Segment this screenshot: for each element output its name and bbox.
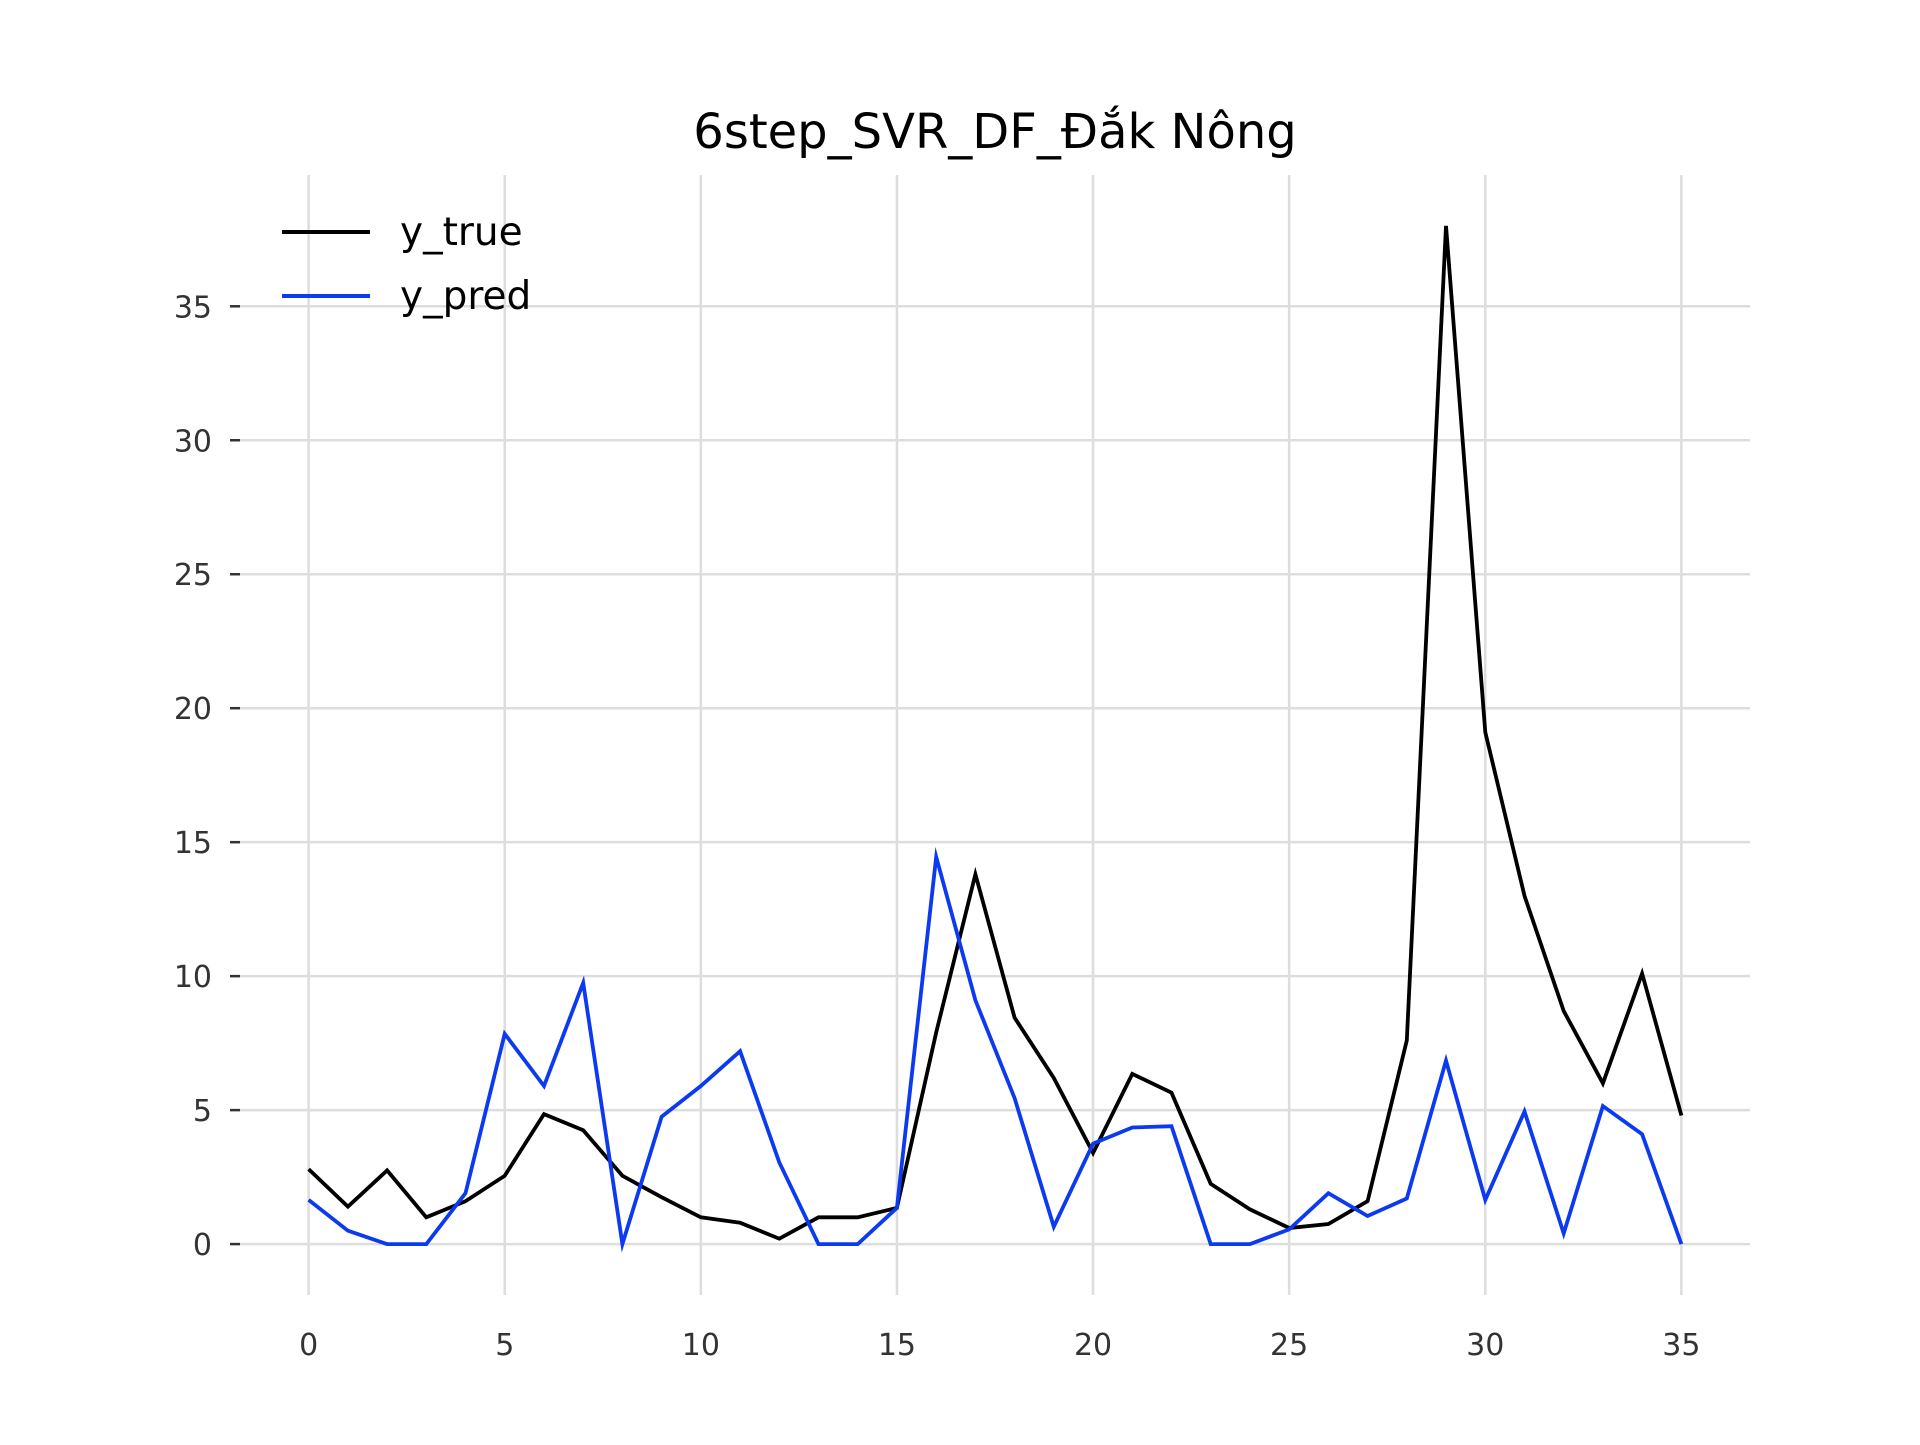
legend-label-y_true: y_true — [400, 210, 523, 255]
grid — [240, 175, 1750, 1295]
x-tick-label-10: 10 — [682, 1328, 720, 1363]
x-tick-label-0: 0 — [299, 1328, 318, 1363]
series-line-y_pred — [307, 846, 1684, 1253]
y-tick-label-25: 25 — [174, 558, 212, 593]
x-tick-label-5: 5 — [495, 1328, 514, 1363]
y-tick-label-5: 5 — [193, 1094, 212, 1129]
y-tick-label-10: 10 — [174, 960, 212, 995]
x-tick-label-35: 35 — [1662, 1328, 1700, 1363]
y-tick-label-0: 0 — [193, 1228, 212, 1263]
y-tick-label-15: 15 — [174, 826, 212, 861]
axes: 0 5 10 15 20 25 30 35 0 5 10 15 20 25 30 35 — [174, 290, 1701, 1363]
y-tick-label-20: 20 — [174, 692, 212, 727]
series-lines — [307, 225, 1684, 1253]
chart-title: 6step_SVR_DF_Đắk Nông — [693, 104, 1296, 160]
x-tick-label-30: 30 — [1466, 1328, 1504, 1363]
x-tick-label-15: 15 — [878, 1328, 916, 1363]
legend: y_true y_pred — [282, 210, 531, 319]
legend-label-y_pred: y_pred — [400, 274, 531, 319]
series-line-y_true — [307, 225, 1684, 1241]
x-tick-label-25: 25 — [1270, 1328, 1308, 1363]
y-tick-label-30: 30 — [174, 424, 212, 459]
x-tick-label-20: 20 — [1074, 1328, 1112, 1363]
y-tick-label-35: 35 — [174, 290, 212, 325]
